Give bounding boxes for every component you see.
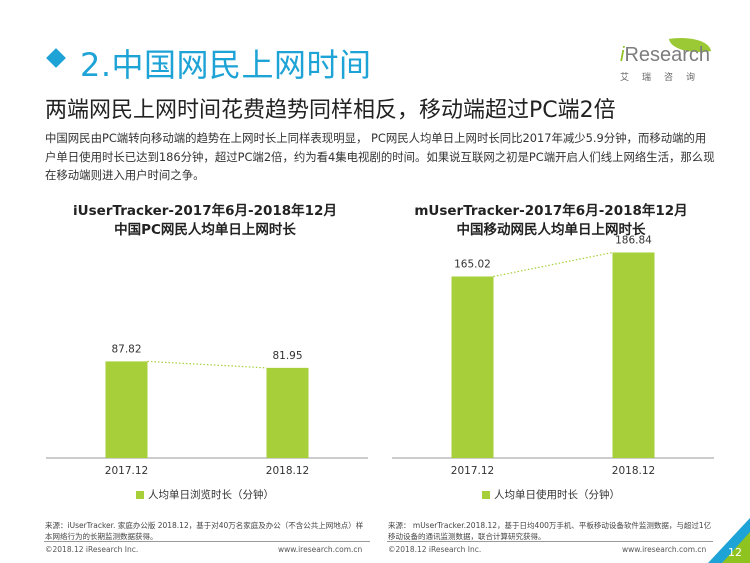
pc-chart-title-line1: iUserTracker-2017年6月-2018年12月	[73, 203, 337, 219]
mobile-chart-title: mUserTracker-2017年6月-2018年12月 中国移动网民人均单日…	[386, 202, 716, 240]
bar-2017.12	[451, 276, 494, 458]
data-label: 165.02	[454, 258, 491, 270]
section-diamond-icon	[46, 48, 66, 68]
mobile-chart-title-line1: mUserTracker-2017年6月-2018年12月	[414, 203, 688, 219]
x-tick-label: 2017.12	[105, 465, 148, 477]
data-label: 87.82	[111, 343, 141, 355]
bar-2017.12	[105, 361, 148, 458]
pc-chart-plot: 87.82 2017.12 81.95 2018.12	[46, 343, 368, 477]
source-note-left: 来源：iUserTracker. 家庭办公版 2018.12，基于对40万名家庭…	[45, 521, 364, 541]
page-number: 12	[728, 546, 742, 559]
section-title: 2.中国网民上网时间	[80, 46, 372, 84]
mobile-chart-plot: 165.02 2017.12 186.84 2018.12	[392, 234, 714, 477]
logo-wordmark: iResearch	[620, 44, 711, 66]
page-subtitle: 两端网民上网时间花费趋势同样相反，移动端超过PC端2倍	[45, 98, 616, 123]
copyright-left: ©2018.12 iResearch Inc.	[45, 545, 139, 554]
legend-swatch-icon	[136, 491, 144, 499]
source-note-right: 来源： mUserTracker.2018.12，基于日均400万手机、平板移动…	[388, 521, 712, 541]
website-link-left[interactable]: www.iresearch.com.cn	[278, 545, 363, 554]
data-label: 186.84	[615, 234, 652, 246]
legend-swatch-icon	[482, 491, 490, 499]
pc-chart-legend: 人均单日浏览时长（分钟）	[40, 487, 370, 502]
iresearch-logo: iResearch 艾瑞咨询	[612, 33, 712, 84]
logo-subtitle: 艾瑞咨询	[620, 73, 709, 83]
mobile-chart-legend: 人均单日使用时长（分钟）	[386, 487, 716, 502]
bar-2018.12	[612, 252, 655, 458]
x-tick-label: 2018.12	[266, 465, 309, 477]
website-link-right[interactable]: www.iresearch.com.cn	[622, 545, 707, 554]
x-tick-label: 2018.12	[612, 465, 655, 477]
x-tick-label: 2017.12	[451, 465, 494, 477]
mobile-legend-label: 人均单日使用时长（分钟）	[494, 489, 620, 501]
pc-legend-label: 人均单日浏览时长（分钟）	[148, 489, 274, 501]
mobile-chart-panel: mUserTracker-2017年6月-2018年12月 中国移动网民人均单日…	[386, 198, 716, 518]
trend-line	[147, 360, 267, 369]
pc-chart-panel: iUserTracker-2017年6月-2018年12月 中国PC网民人均单日…	[40, 198, 370, 518]
footer-divider-left	[44, 541, 370, 542]
trend-line	[493, 251, 613, 278]
corner-decoration-tint	[722, 532, 750, 563]
copyright-right: ©2018.12 iResearch Inc.	[388, 545, 482, 554]
footer-divider-right	[387, 541, 713, 542]
mobile-chart-title-line2: 中国移动网民人均单日上网时长	[456, 222, 646, 238]
intro-paragraph: 中国网民由PC端转向移动端的趋势在上网时长上同样表现明显， PC网民人均单日上网…	[45, 131, 715, 182]
data-label: 81.95	[272, 350, 302, 362]
pc-chart-title-line2: 中国PC网民人均单日上网时长	[114, 222, 296, 238]
pc-chart-title: iUserTracker-2017年6月-2018年12月 中国PC网民人均单日…	[40, 202, 370, 240]
bar-2018.12	[266, 367, 309, 458]
